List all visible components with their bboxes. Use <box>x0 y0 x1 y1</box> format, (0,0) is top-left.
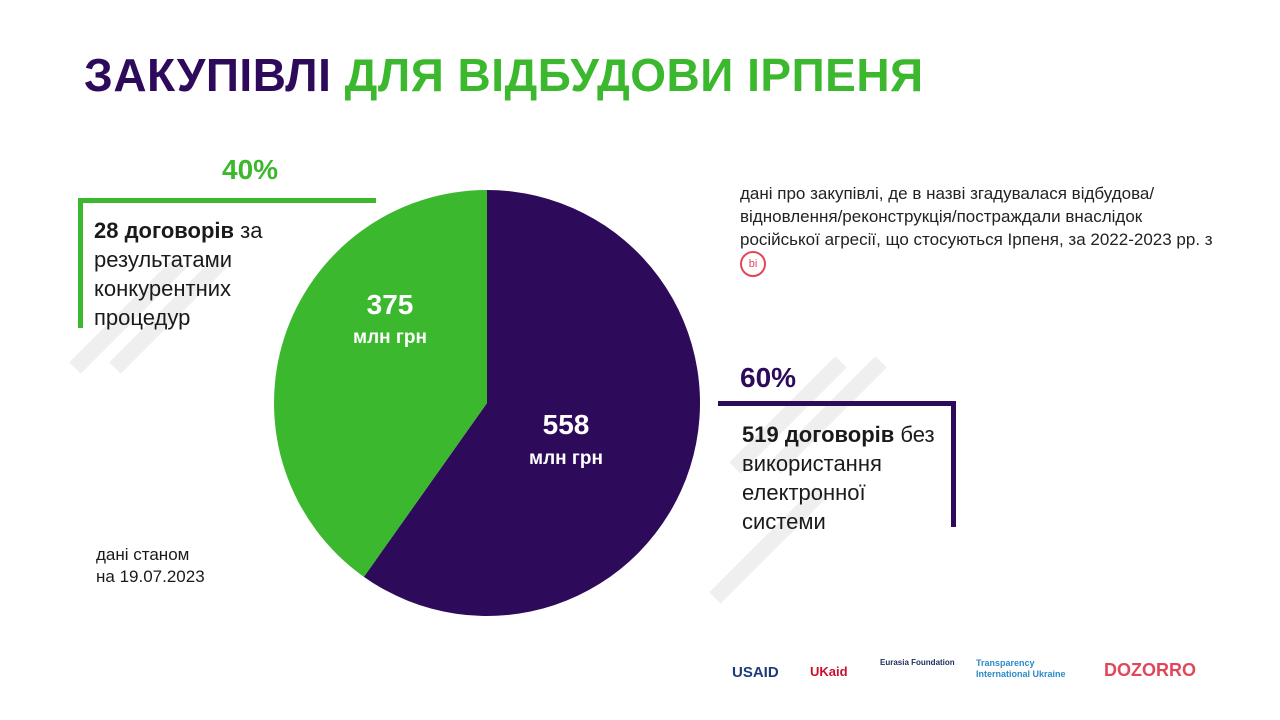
bi-logo-icon: bi <box>740 251 766 277</box>
slice-value-label: 375 <box>367 289 414 320</box>
pie-slice-competitive <box>274 190 487 577</box>
as-of-date: дані станом на 19.07.2023 <box>96 545 205 586</box>
usaid-logo: USAID <box>732 664 779 681</box>
slice-value-label: 558 <box>543 409 590 440</box>
partner-logos: USAID UKaid Eurasia Foundation Transpare… <box>720 650 1220 694</box>
page-title: ЗАКУПІВЛІ ДЛЯ ВІДБУДОВИ ІРПЕНЯ <box>84 49 924 101</box>
transparency-logo: Transparency International Ukraine <box>976 658 1066 679</box>
callout-line-top <box>78 198 376 203</box>
eurasia-logo: Eurasia Foundation <box>880 658 955 667</box>
non-electronic-percent: 60% <box>740 362 797 393</box>
ukaid-logo: UKaid <box>810 664 848 679</box>
non-electronic-label: 519 договорів без використання електронн… <box>742 422 935 534</box>
pie-slice-non-electronic <box>363 190 700 616</box>
callout-line-right <box>951 401 956 527</box>
callout-line-top <box>718 401 956 406</box>
slice-unit-label: млн грн <box>529 448 603 469</box>
callout-line-left <box>78 198 83 328</box>
competitive-label: 28 договорів за результатами конкурентни… <box>94 218 263 330</box>
dozorro-logo: DOZORRO <box>1104 660 1196 680</box>
competitive-percent: 40% <box>222 154 279 185</box>
data-source-note: дані про закупівлі, де в назві згадувала… <box>740 182 1220 277</box>
slice-unit-label: млн грн <box>353 327 427 348</box>
